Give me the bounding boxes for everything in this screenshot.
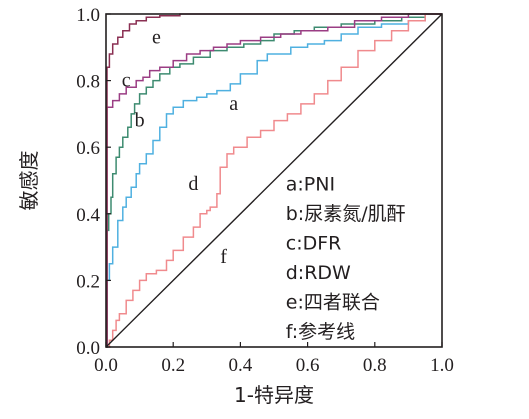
roc-curve-d — [106, 13, 442, 348]
y-tick-label: 0.6 — [76, 138, 100, 159]
x-tick-label: 0.6 — [296, 355, 320, 376]
roc-curve-f — [105, 13, 443, 348]
y-tick-label: 0.8 — [76, 72, 100, 93]
curve-label-f: f — [220, 246, 227, 268]
roc-curves — [105, 13, 443, 348]
y-tick-label: 0.4 — [76, 205, 100, 226]
roc-curve-a — [106, 13, 442, 348]
curve-labels: a bc d e f — [122, 26, 239, 268]
curve-label-c: c — [122, 70, 131, 92]
x-tick-label: 0.8 — [363, 355, 387, 376]
axis-ticks: 0.0 0.2 0.4 0.6 0.8 1.0 0.0 0.2 0.4 0.6 0.8 1.0 — [76, 5, 454, 376]
x-axis-title: 1-特异度 — [234, 383, 314, 407]
roc-curve-b — [106, 13, 442, 348]
legend-entry: a:PNI — [286, 173, 335, 195]
legend-entry: d:RDW — [286, 262, 351, 284]
x-tick-label: 0.4 — [229, 355, 253, 376]
legend-entry: b:尿素氮/肌酐 — [286, 203, 406, 225]
legend-entry: e:四者联合 — [286, 291, 380, 313]
legend-entry: c:DFR — [286, 232, 342, 254]
y-tick-label: 0.2 — [76, 271, 100, 292]
curve-label-e: e — [152, 26, 161, 48]
curve-label-a: a — [229, 93, 238, 115]
y-tick-label: 1.0 — [76, 5, 100, 26]
plot-frame — [105, 13, 443, 348]
y-axis-title: 敏感度 — [17, 151, 41, 211]
x-tick-label: 0.2 — [161, 355, 185, 376]
curve-label-b: b — [135, 110, 145, 132]
x-tick-label: 0.0 — [94, 355, 118, 376]
legend: a:PNI b:尿素氮/肌酐 c:DFR d:RDW e:四者联合 f:参考线 — [286, 173, 406, 342]
y-tick-label: 0.0 — [76, 338, 100, 359]
roc-curve-e — [106, 13, 442, 348]
legend-entry: f:参考线 — [286, 321, 355, 343]
x-tick-label: 1.0 — [430, 355, 454, 376]
roc-curve-c — [106, 13, 442, 348]
curve-label-d: d — [188, 173, 198, 195]
